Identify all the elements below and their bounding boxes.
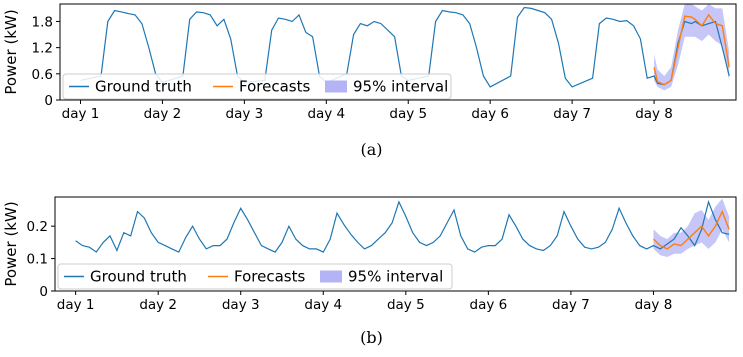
x-tick: day 3 (222, 291, 260, 313)
x-tick-label: day 3 (222, 297, 260, 313)
x-tick: day 5 (389, 100, 427, 122)
x-tick: day 4 (304, 291, 342, 313)
forecast-line (653, 13, 730, 86)
legend-swatch-interval (325, 80, 347, 93)
x-tick-label: day 8 (635, 106, 673, 122)
x-tick: day 6 (471, 100, 509, 122)
x-tick-label: day 2 (144, 106, 182, 122)
y-tick-label: 1.2 (32, 41, 53, 57)
legend: Ground truth Forecasts 95% interval (62, 73, 452, 100)
chart-b: 0 0.1 0.2 day 1 day 2 day 3 day 4 day 5 day 6 day… (2, 196, 737, 313)
y-tick: 1.8 (32, 14, 60, 30)
x-tick: day 7 (553, 100, 591, 122)
legend-label-forecast: Forecasts (239, 78, 310, 96)
x-tick-label: day 4 (304, 297, 342, 313)
legend-box (57, 263, 453, 290)
chart-a: 0 0.6 1.2 1.8 day 1 day 2 day 3 day 4 day 5 day 6… (2, 3, 737, 122)
x-tick-label: day 7 (553, 106, 591, 122)
x-tick-label: day 4 (307, 106, 345, 122)
legend-label-forecast: Forecasts (234, 268, 305, 286)
y-tick: 1.2 (32, 41, 60, 57)
x-tick: day 2 (144, 100, 182, 122)
y-tick-label: 0.1 (27, 252, 48, 268)
x-tick: day 1 (62, 100, 100, 122)
legend-swatch-interval (320, 270, 342, 283)
x-tick-label: day 7 (552, 297, 590, 313)
x-tick: day 4 (307, 100, 345, 122)
y-tick: 0.1 (27, 252, 55, 268)
x-tick-label: day 2 (139, 297, 177, 313)
y-tick-label: 0.2 (27, 219, 48, 235)
ground-truth-line (75, 199, 730, 253)
x-tick-label: day 5 (389, 106, 427, 122)
plot-frame (54, 196, 737, 292)
plot-frame (59, 3, 737, 101)
y-axis-label: Power (kW) (2, 201, 20, 286)
caption-b: (b) (360, 328, 383, 347)
x-tick-label: day 8 (635, 297, 673, 313)
y-tick: 0.2 (27, 219, 55, 235)
y-tick-label: 0 (44, 93, 53, 109)
x-tick: day 3 (226, 100, 264, 122)
x-tick: day 2 (139, 291, 177, 313)
x-tick: day 7 (552, 291, 590, 313)
legend: Ground truth Forecasts 95% interval (57, 263, 453, 290)
x-tick: day 5 (387, 291, 425, 313)
forecast-line (653, 209, 730, 250)
x-tick-label: day 1 (62, 106, 100, 122)
x-tick: day 1 (57, 291, 95, 313)
x-tick: day 8 (635, 291, 673, 313)
legend-label-interval: 95% interval (348, 268, 443, 286)
y-tick: 0.6 (32, 67, 60, 83)
y-tick-label: 0.6 (32, 67, 53, 83)
y-tick: 0 (39, 284, 55, 300)
y-tick-label: 1.8 (32, 14, 53, 30)
x-tick-label: day 1 (57, 297, 95, 313)
x-tick: day 8 (635, 100, 673, 122)
x-tick-label: day 6 (471, 106, 509, 122)
x-tick-label: day 5 (387, 297, 425, 313)
legend-box (62, 73, 452, 100)
y-axis-label: Power (kW) (2, 9, 20, 94)
caption-a: (a) (360, 140, 383, 159)
x-tick-label: day 6 (470, 297, 508, 313)
y-tick-label: 0 (39, 284, 48, 300)
legend-label-ground-truth: Ground truth (95, 78, 192, 96)
x-tick: day 6 (470, 291, 508, 313)
y-tick: 0 (44, 93, 60, 109)
x-tick-label: day 3 (226, 106, 264, 122)
legend-label-ground-truth: Ground truth (90, 268, 187, 286)
legend-label-interval: 95% interval (353, 78, 448, 96)
interval-band (653, 198, 730, 257)
